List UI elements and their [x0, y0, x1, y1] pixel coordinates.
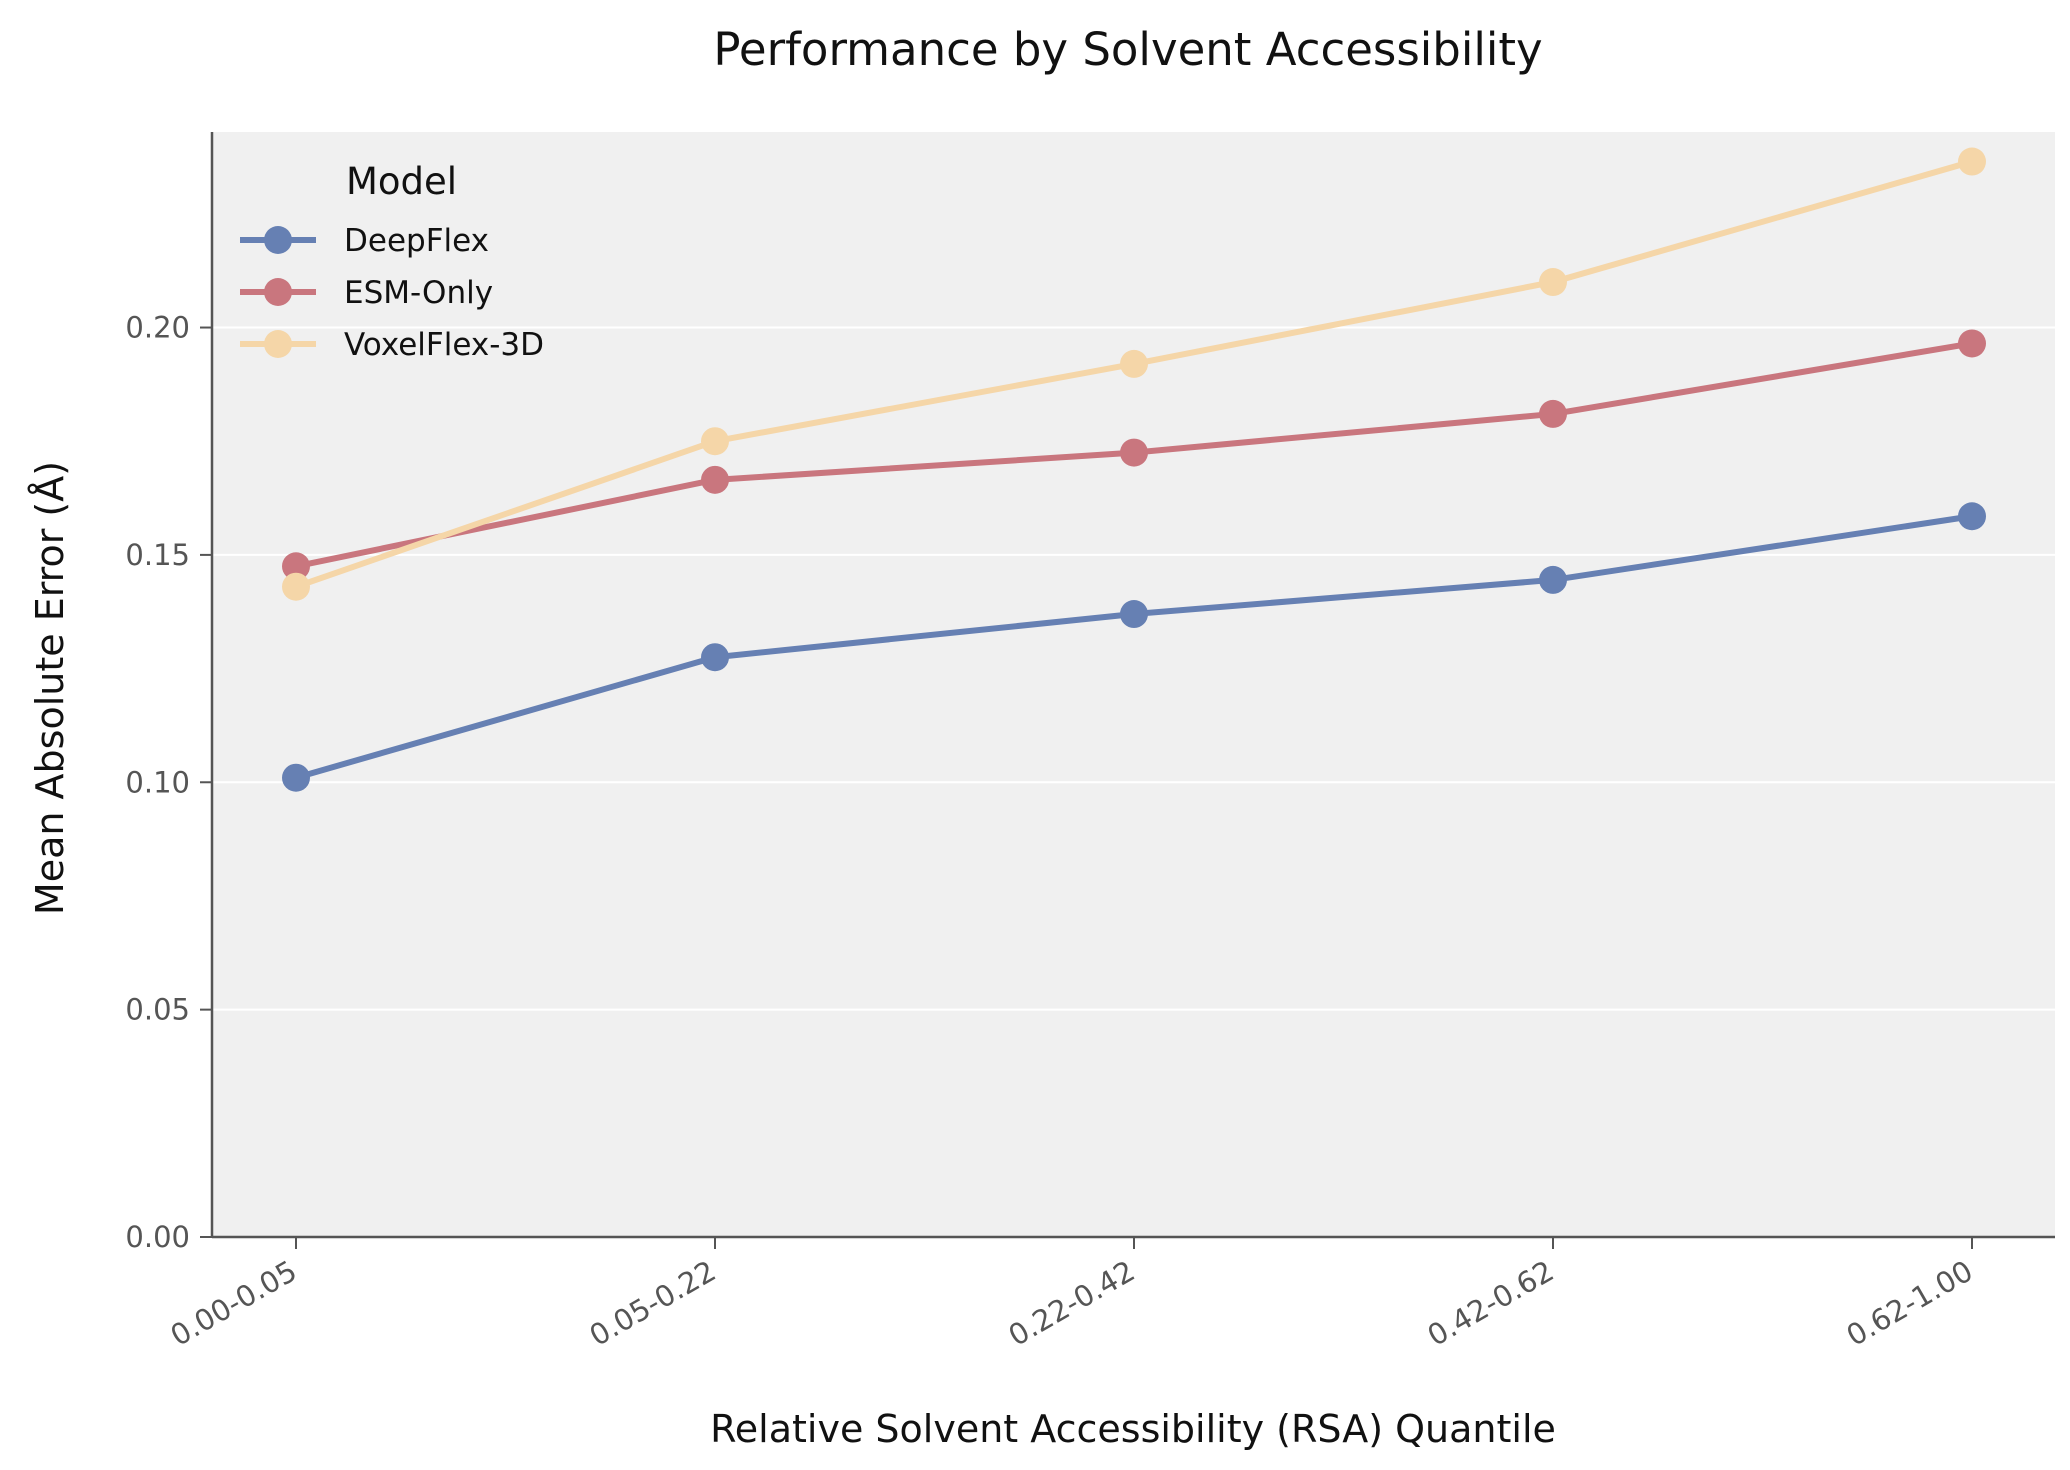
legend-marker: [264, 226, 292, 254]
y-axis-ticks: 0.00 0.05 0.10 0.15 0.20: [125, 311, 212, 1254]
legend-marker: [264, 278, 292, 306]
series-deepflex: [282, 502, 1986, 792]
x-tick-label: 0.62-1.00: [1841, 1254, 1979, 1353]
x-tick-label: 0.22-0.42: [1003, 1254, 1141, 1353]
y-tick-label: 0.00: [125, 1220, 190, 1254]
data-point: [1539, 399, 1567, 428]
data-point: [701, 643, 729, 672]
x-axis-ticks: 0.00-0.05 0.05-0.22 0.22-0.42 0.42-0.62 0.62…: [165, 1237, 1979, 1353]
legend: Model DeepFlex ESM-Only VoxelFlex-3D: [240, 160, 544, 363]
legend-title: Model: [346, 160, 457, 203]
y-tick-label: 0.10: [125, 765, 190, 799]
plot-area: [212, 132, 2055, 1237]
data-point: [282, 572, 310, 601]
y-axis-label: Mean Absolute Error (Å): [28, 461, 72, 915]
data-point: [282, 552, 310, 581]
legend-item: DeepFlex: [240, 223, 489, 259]
data-point: [1958, 502, 1986, 531]
data-point: [1120, 600, 1148, 629]
legend-item: VoxelFlex-3D: [240, 327, 544, 363]
series-esm-only: [282, 329, 1986, 581]
legend-label: VoxelFlex-3D: [344, 327, 544, 363]
legend-item: ESM-Only: [240, 275, 493, 311]
legend-marker: [264, 330, 292, 358]
data-point: [1958, 329, 1986, 358]
series-layer: [282, 147, 1986, 792]
data-point: [701, 427, 729, 456]
y-tick-label: 0.20: [125, 311, 190, 345]
grid-lines: [212, 326, 2055, 1011]
series-voxelflex-3d: [282, 147, 1986, 601]
chart-title: Performance by Solvent Accessibility: [713, 23, 1542, 76]
x-axis-label: Relative Solvent Accessibility (RSA) Qua…: [710, 1407, 1556, 1451]
legend-label: DeepFlex: [344, 223, 489, 259]
x-tick-label: 0.42-0.62: [1422, 1254, 1560, 1353]
data-point: [1539, 565, 1567, 594]
data-point: [1958, 147, 1986, 176]
legend-label: ESM-Only: [344, 275, 493, 311]
data-point: [282, 763, 310, 792]
data-point: [1120, 349, 1148, 378]
x-tick-label: 0.05-0.22: [584, 1254, 722, 1353]
y-tick-label: 0.05: [125, 993, 190, 1027]
data-point: [1120, 438, 1148, 467]
x-tick-label: 0.00-0.05: [165, 1254, 303, 1353]
data-point: [1539, 268, 1567, 297]
data-point: [701, 465, 729, 494]
y-tick-label: 0.15: [125, 538, 190, 572]
